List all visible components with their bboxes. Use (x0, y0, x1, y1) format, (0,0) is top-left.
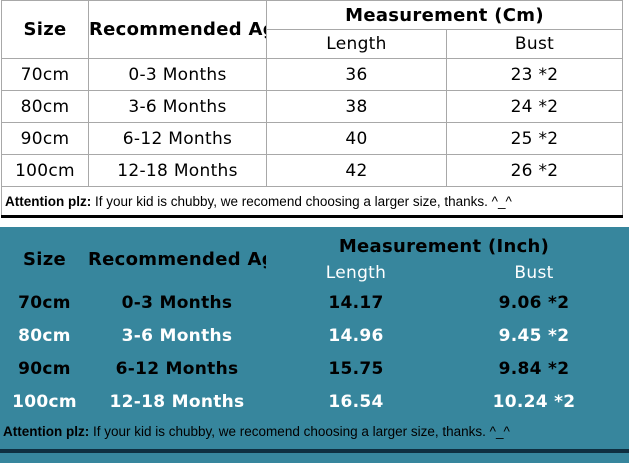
inch-subheader-row: Length Bust (1, 259, 622, 286)
inch-length-cell: 16.54 (328, 391, 384, 412)
table-row: 70cm 0-3 Months 36 23 *2 (1, 58, 623, 91)
inch-size-cell: 90cm (18, 358, 71, 379)
cm-age-cell: 0-3 Months (88, 58, 267, 91)
inch-age-cell: 6-12 Months (115, 358, 239, 379)
table-row: 70cm 0-3 Months 14.17 9.06 *2 (1, 286, 622, 319)
table-row: 90cm 6-12 Months 40 25 *2 (1, 122, 623, 155)
attention-label: Attention plz: (5, 193, 92, 209)
inch-size-cell: 80cm (18, 325, 71, 346)
inch-length-cell: 15.75 (328, 358, 384, 379)
inch-section: Size Recommended Age Measurement (Inch) … (0, 227, 629, 463)
inch-size-cell: 70cm (18, 292, 71, 313)
cm-header-measurement: Measurement (Cm) (266, 0, 623, 30)
cm-length-cell: 38 (266, 90, 447, 123)
inch-length-cell: 14.96 (328, 325, 384, 346)
inch-age-cell: 0-3 Months (121, 292, 233, 313)
cm-header-age: Recommended Age (88, 0, 267, 59)
inch-header-age: Recommended Age (88, 249, 266, 270)
cm-age-cell: 3-6 Months (88, 90, 267, 123)
cm-size-cell: 70cm (1, 58, 89, 91)
inch-table: Size Recommended Age Measurement (Inch) … (1, 233, 622, 418)
table-row: 90cm 6-12 Months 15.75 9.84 *2 (1, 352, 622, 385)
inch-header-size: Size (22, 249, 67, 270)
attention-text: If your kid is chubby, we recomend choos… (91, 193, 512, 209)
inch-header-row: Size Recommended Age Measurement (Inch) (1, 233, 622, 271)
cm-age-cell: 6-12 Months (88, 122, 267, 155)
inch-header-length: Length (325, 262, 387, 283)
cm-size-cell: 80cm (1, 90, 89, 123)
cm-header-bust: Bust (446, 29, 623, 59)
cm-bust-cell: 24 *2 (446, 90, 623, 123)
inch-length-cell: 14.17 (328, 292, 384, 313)
cm-bust-cell: 23 *2 (446, 58, 623, 91)
cm-section: Size Recommended Age Measurement (Cm) Le… (0, 0, 629, 227)
cm-bust-cell: 26 *2 (446, 154, 623, 187)
attention-text: If your kid is chubby, we recomend choos… (89, 424, 510, 439)
inch-bust-cell: 9.06 *2 (498, 292, 570, 313)
inch-age-cell: 12-18 Months (109, 391, 245, 412)
cm-age-cell: 12-18 Months (88, 154, 267, 187)
cm-length-cell: 40 (266, 122, 447, 155)
table-row: 80cm 3-6 Months 14.96 9.45 *2 (1, 319, 622, 352)
cm-subheader-row: Length Bust (2, 29, 623, 59)
cm-header-size: Size (1, 0, 89, 59)
bottom-divider-line (0, 449, 629, 453)
cm-length-cell: 36 (266, 58, 447, 91)
table-row: 100cm 12-18 Months 16.54 10.24 *2 (1, 385, 622, 418)
cm-attention-row: Attention plz: If your kid is chubby, we… (1, 186, 623, 218)
inch-bust-cell: 9.84 *2 (498, 358, 570, 379)
inch-header-measurement: Measurement (Inch) (338, 235, 550, 257)
cm-bust-cell: 25 *2 (446, 122, 623, 155)
cm-size-cell: 90cm (1, 122, 89, 155)
cm-attention-note: Attention plz: If your kid is chubby, we… (1, 186, 623, 218)
table-row: 80cm 3-6 Months 38 24 *2 (1, 90, 623, 123)
table-row: 100cm 12-18 Months 42 26 *2 (1, 154, 623, 187)
cm-table: Size Recommended Age Measurement (Cm) Le… (1, 0, 623, 218)
cm-size-cell: 100cm (1, 154, 89, 187)
inch-age-cell: 3-6 Months (121, 325, 233, 346)
inch-attention-note: Attention plz: If your kid is chubby, we… (0, 424, 629, 446)
inch-header-bust: Bust (514, 262, 554, 283)
attention-label: Attention plz: (3, 424, 90, 439)
cm-length-cell: 42 (266, 154, 447, 187)
inch-bust-cell: 9.45 *2 (498, 325, 570, 346)
cm-header-length: Length (266, 29, 447, 59)
cm-header-row: Size Recommended Age Measurement (Cm) (1, 0, 623, 59)
inch-bust-cell: 10.24 *2 (492, 391, 576, 412)
inch-size-cell: 100cm (12, 391, 77, 412)
